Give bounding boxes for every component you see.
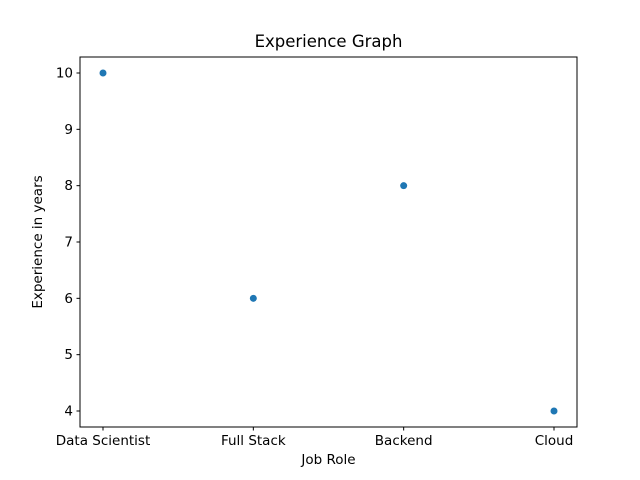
x-axis-label: Job Role [301, 452, 356, 468]
x-tick-label: Full Stack [221, 433, 286, 449]
x-tick-label: Backend [375, 433, 433, 449]
y-tick-label: 6 [64, 291, 73, 307]
y-tick-label: 8 [64, 178, 73, 194]
axes-spines [79, 56, 578, 428]
y-tick-label: 4 [64, 404, 73, 420]
data-point [550, 407, 558, 415]
y-tick-label: 5 [64, 347, 73, 363]
x-tick-label: Data Scientist [56, 433, 151, 449]
data-point [99, 69, 107, 77]
y-tick-label: 9 [64, 122, 73, 138]
y-axis-label: Experience in years [30, 175, 46, 309]
x-tick-label: Cloud [535, 433, 574, 449]
y-tick-label: 10 [56, 65, 73, 81]
data-point [400, 182, 408, 190]
y-tick-label: 7 [64, 235, 73, 251]
chart-title: Experience Graph [254, 32, 403, 51]
data-point [249, 294, 257, 302]
